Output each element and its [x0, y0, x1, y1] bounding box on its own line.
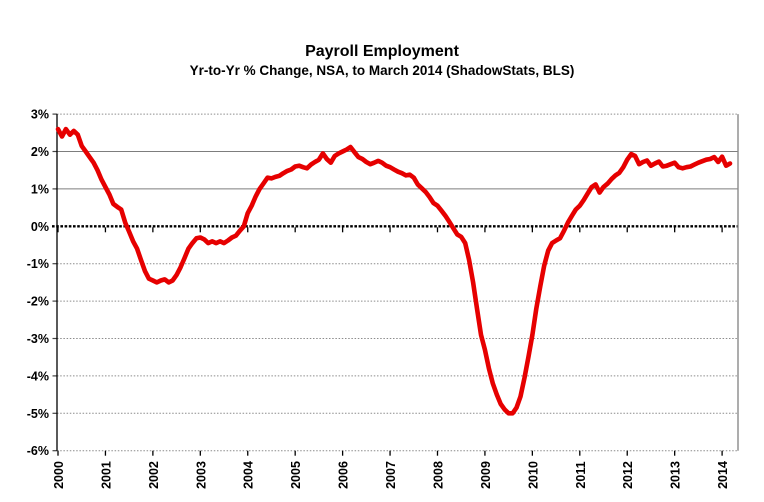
x-tick-label: 2011	[574, 461, 588, 488]
x-tick-label: 2003	[194, 461, 208, 489]
x-tick-label: 2004	[242, 461, 256, 489]
y-tick-label: -3%	[27, 332, 49, 346]
y-tick-label: -2%	[27, 295, 49, 309]
x-tick-label: 2005	[289, 461, 303, 489]
x-tick-label: 2007	[384, 461, 398, 489]
x-tick-label: 2002	[147, 461, 161, 489]
x-tick-label: 2006	[337, 461, 351, 489]
chart-title: Payroll Employment	[305, 43, 459, 60]
x-tick-label: 2010	[526, 461, 540, 489]
chart-header: Payroll Employment Yr-to-Yr % Change, NS…	[0, 42, 764, 80]
x-tick-label: 2001	[99, 461, 113, 489]
y-tick-label: -6%	[27, 444, 49, 458]
x-tick-label: 2009	[479, 461, 493, 489]
x-tick-label: 2013	[669, 461, 683, 489]
payroll-series-line	[55, 126, 733, 416]
x-tick-label: 2000	[52, 461, 66, 489]
y-tick-label: 0%	[31, 220, 49, 234]
y-tick-label: -4%	[27, 369, 49, 383]
chart-subtitle: Yr-to-Yr % Change, NSA, to March 2014 (S…	[189, 63, 575, 78]
x-tick-label: 2008	[431, 461, 445, 489]
y-tick-label: 3%	[31, 108, 49, 122]
x-tick-label: 2014	[716, 461, 730, 489]
y-tick-label: 2%	[31, 145, 49, 159]
y-tick-label: 1%	[31, 182, 49, 196]
y-tick-label: -1%	[27, 257, 49, 271]
y-tick-label: -5%	[27, 407, 49, 421]
x-tick-label: 2012	[621, 461, 635, 489]
